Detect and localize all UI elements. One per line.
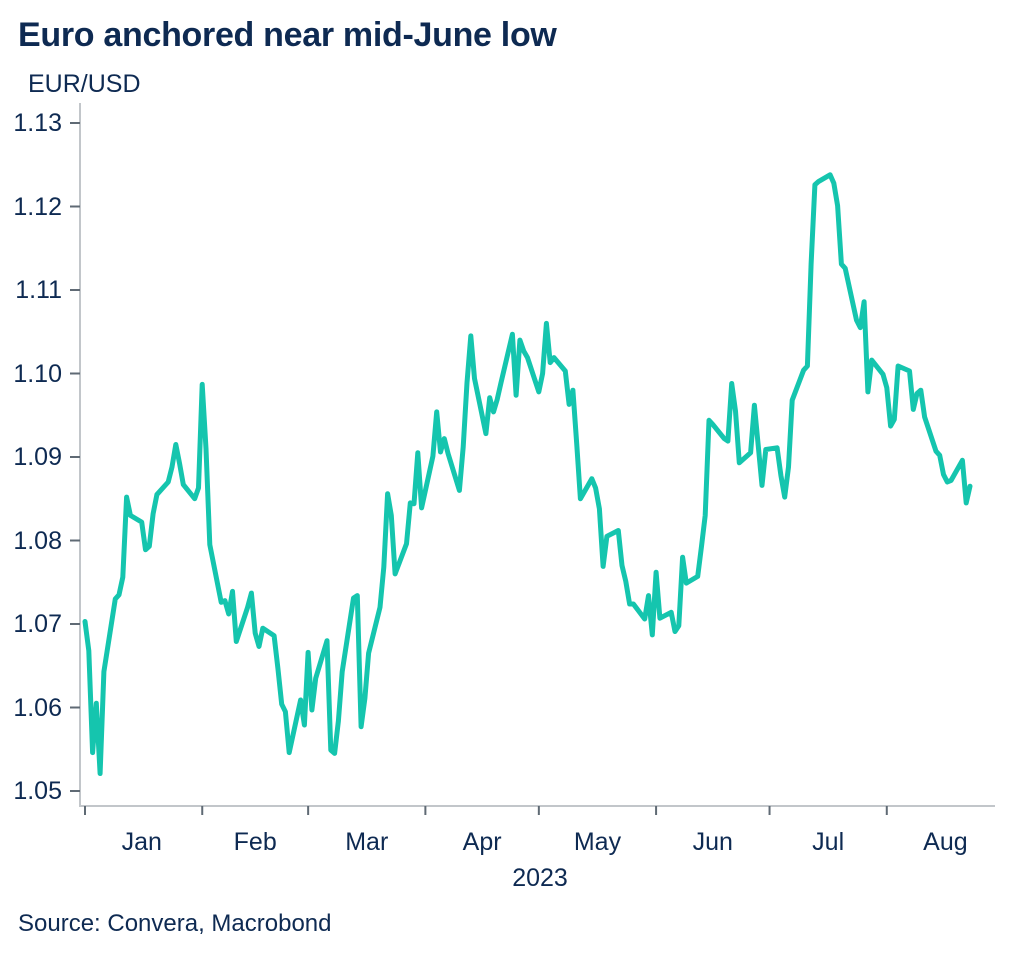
y-axis-tick-label: 1.13 (13, 109, 62, 137)
x-axis-month-label: Apr (462, 828, 502, 856)
x-axis-month-label: Jul (812, 828, 845, 856)
chart-title: Euro anchored near mid-June low (18, 16, 557, 54)
x-axis-month-label: Feb (233, 828, 277, 856)
y-axis-tick-label: 1.08 (13, 526, 62, 555)
x-axis-month-label: Jan (121, 828, 162, 856)
x-axis-month-label: May (573, 828, 622, 856)
x-axis-month-label: Mar (345, 828, 389, 856)
x-axis-year-label: 2023 (512, 864, 568, 892)
source-text: Source: Convera, Macrobond (18, 910, 332, 937)
y-axis-tick-label: 1.05 (13, 777, 62, 805)
eurusd-line-series (82, 172, 973, 776)
x-axis-month-label: Jun (692, 828, 733, 856)
y-axis-tick-label: 1.09 (13, 443, 62, 471)
y-axis-tick-label: 1.06 (13, 693, 62, 722)
y-axis-tick-label: 1.11 (15, 276, 62, 304)
y-axis-unit-label: EUR/USD (28, 70, 141, 98)
y-axis-tick-label: 1.12 (13, 192, 62, 221)
y-axis-tick-label: 1.10 (13, 359, 62, 388)
y-axis-tick-label: 1.07 (13, 610, 62, 638)
x-axis-month-label: Aug (923, 828, 968, 856)
